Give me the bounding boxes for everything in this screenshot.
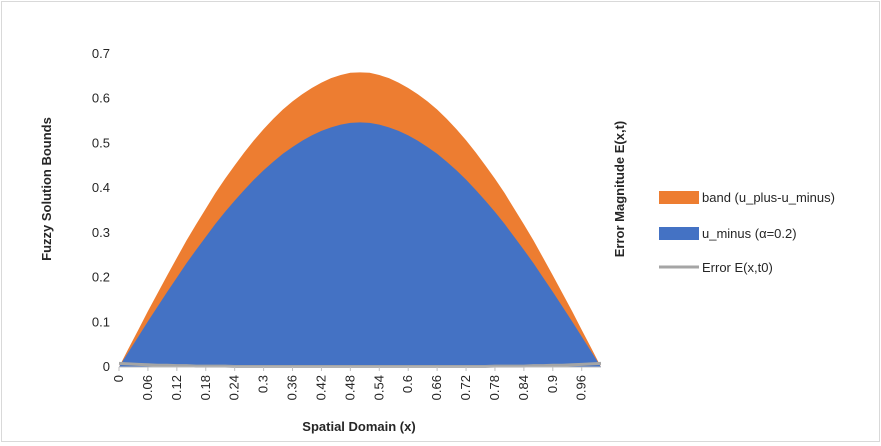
legend-swatch [659, 227, 699, 240]
y-tick-label: 0.2 [92, 270, 110, 285]
y-axis-title: Fuzzy Solution Bounds [39, 117, 54, 261]
legend-swatch [659, 191, 699, 204]
x-tick-label: 0.36 [285, 375, 300, 400]
legend-label: Error E(x,t0) [702, 260, 773, 275]
y-tick-label: 0.5 [92, 135, 110, 150]
series-u-minus-area [119, 122, 601, 367]
x-tick-label: 0.6 [400, 375, 415, 393]
x-tick-label: 0.42 [313, 375, 328, 400]
y-axis-ticks: 0 0.1 0.2 0.3 0.4 0.5 0.6 0.7 [92, 46, 110, 374]
x-tick-label: 0.48 [342, 375, 357, 400]
y-tick-label: 0.7 [92, 46, 110, 61]
x-tick-label: 0.66 [429, 375, 444, 400]
y-tick-label: 0.3 [92, 225, 110, 240]
x-tick-label: 0.3 [256, 375, 271, 393]
x-tick-label: 0.9 [545, 375, 560, 393]
x-tick-label: 0.78 [487, 375, 502, 400]
x-tick-label: 0.72 [458, 375, 473, 400]
x-tick-label: 0.12 [169, 375, 184, 400]
x-tick-label: 0.54 [371, 375, 386, 400]
secondary-y-axis-title: Error Magnitude E(x,t) [612, 121, 627, 258]
x-tick-label: 0.84 [516, 375, 531, 400]
x-tick-label: 0.18 [198, 375, 213, 400]
x-tick-label: 0 [111, 375, 126, 382]
y-tick-label: 0 [103, 359, 110, 374]
x-tick-label: 0.24 [227, 375, 242, 400]
legend-label: u_minus (α=0.2) [702, 226, 797, 241]
y-tick-label: 0.4 [92, 180, 110, 195]
legend: band (u_plus-u_minus) u_minus (α=0.2) Erro… [659, 190, 835, 275]
x-axis-title: Spatial Domain (x) [302, 419, 415, 434]
chart-svg: 0 0.1 0.2 0.3 0.4 0.5 0.6 0.7 0 0.06 0.12 0.18 0.24… [39, 46, 835, 434]
y-tick-label: 0.6 [92, 91, 110, 106]
plot-area [118, 72, 602, 369]
y-tick-label: 0.1 [92, 314, 110, 329]
x-tick-label: 0.06 [140, 375, 155, 400]
x-axis-ticks: 0 0.06 0.12 0.18 0.24 0.3 0.36 0.42 0.48 0.54 0.6 0… [111, 367, 589, 400]
legend-label: band (u_plus-u_minus) [702, 190, 835, 205]
x-tick-label: 0.96 [574, 375, 589, 400]
